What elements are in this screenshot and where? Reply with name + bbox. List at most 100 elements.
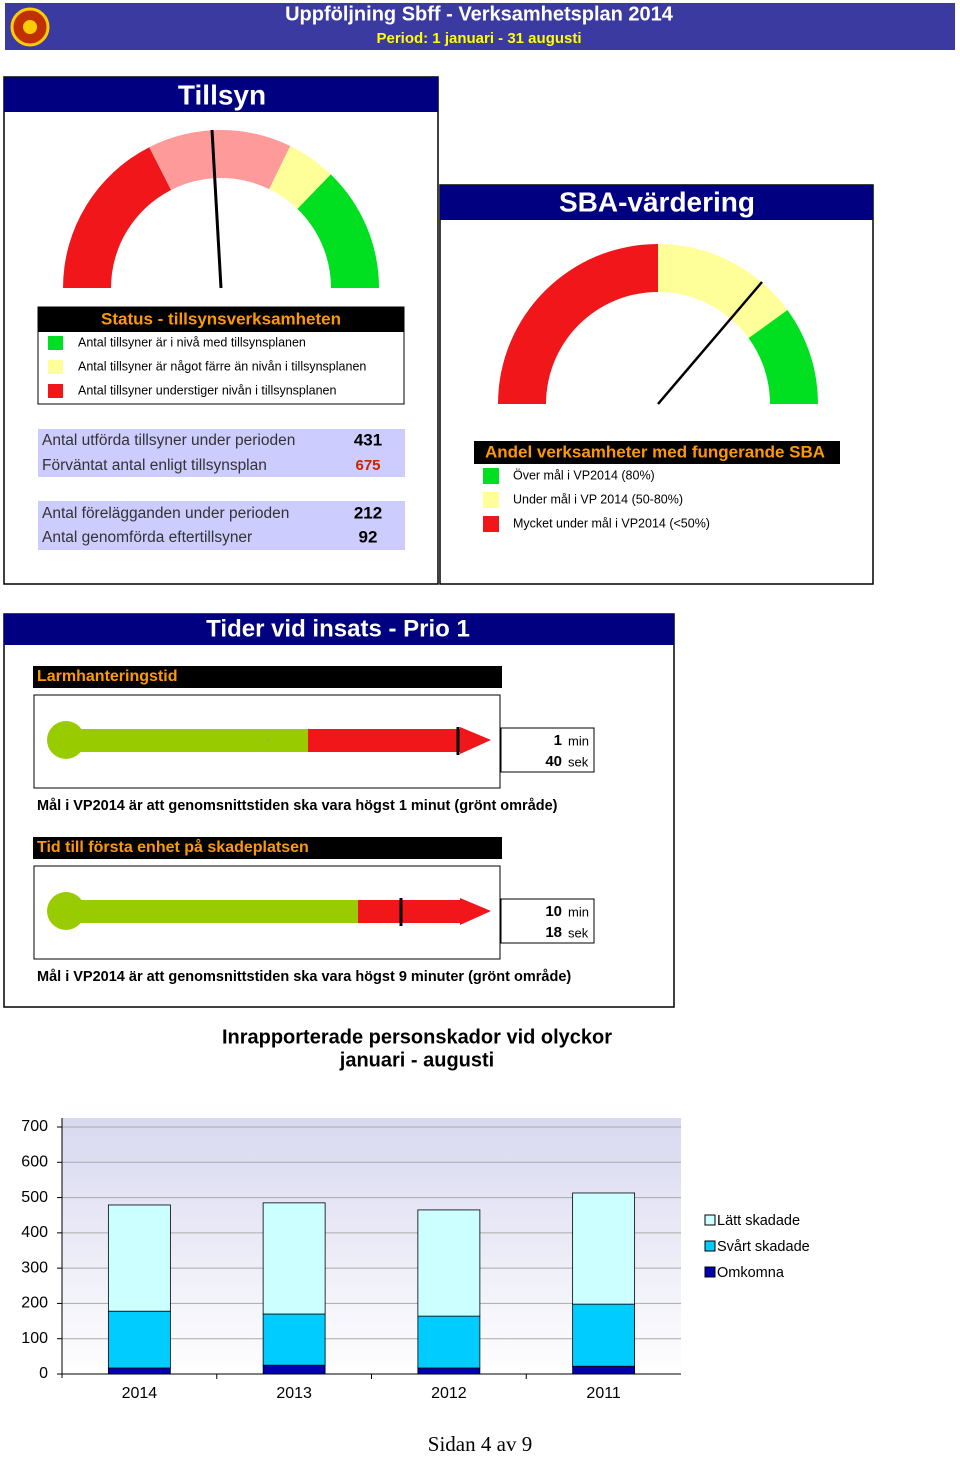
timeline-marker [399, 898, 403, 926]
stat-value: 675 [355, 457, 380, 474]
bar-segment [417, 1315, 481, 1369]
legend-text: Antal tillsyner understiger nivån i till… [78, 383, 337, 397]
legend-text: Antal tillsyner är i nivå med tillsynspl… [78, 335, 306, 349]
timeline-marker [456, 727, 460, 755]
bar-segment [262, 1202, 326, 1315]
legend-swatch [483, 516, 499, 532]
panel-title: SBA-värdering [559, 186, 755, 217]
stat-label: Antal genomförda eftertillsyner [42, 529, 252, 546]
legend-swatch [48, 336, 63, 350]
header-period: Period: 1 januari - 31 augusti [376, 30, 581, 47]
legend-title-bar [38, 307, 404, 332]
gauge-segment [297, 174, 379, 288]
time-sec-unit: sek [568, 925, 589, 940]
legend-swatch [483, 468, 499, 484]
chart-subtitle: januari - augusti [339, 1049, 494, 1071]
time-sec-unit: sek [568, 754, 589, 769]
legend-text: Svårt skadade [717, 1239, 810, 1255]
heading: Larmhanteringstid [37, 668, 177, 685]
time-min-unit: min [568, 733, 589, 748]
x-tick-label: 2011 [586, 1385, 621, 1402]
timeline-red [308, 729, 460, 752]
stats-bg [38, 501, 405, 550]
panel-title: Tider vid insats - Prio 1 [206, 615, 470, 642]
bar-segment [572, 1365, 636, 1375]
chart-title: Inrapporterade personskador vid olyckor [222, 1026, 612, 1048]
bar-segment [107, 1310, 171, 1369]
stat-label: Förväntat antal enligt tillsynsplan [42, 457, 267, 474]
stat-value: 92 [359, 527, 378, 546]
bar-segment [417, 1367, 481, 1375]
legend-swatch [48, 384, 63, 398]
timeline-arrow [460, 727, 491, 754]
bar-segment [262, 1364, 326, 1375]
gauge-needle [210, 129, 223, 289]
y-tick-label: 300 [21, 1259, 48, 1276]
y-tick-label: 400 [21, 1224, 48, 1241]
legend-title-bar [474, 441, 840, 464]
panel-title-bar [4, 614, 674, 645]
goal-text: Mål i VP2014 är att genomsnittstiden ska… [37, 969, 571, 985]
gauge-segment [498, 244, 658, 404]
legend-text: Antal tillsyner är något färre än nivån … [78, 359, 366, 373]
legend-text: Mycket under mål i VP2014 (<50%) [513, 516, 710, 530]
stat-value: 431 [354, 430, 382, 449]
header-title: Uppföljning Sbff - Verksamhetsplan 2014 [285, 3, 674, 25]
x-tick-label: 2013 [276, 1385, 312, 1402]
legend-text: Omkomna [717, 1265, 785, 1281]
legend-text: Lätt skadade [717, 1213, 800, 1229]
legend-title: Status - tillsynsverksamheten [101, 309, 341, 328]
bar-segment [417, 1209, 481, 1317]
time-minutes: 10 [545, 903, 562, 920]
stat-value: 212 [354, 503, 382, 522]
logo-center [23, 20, 37, 34]
y-tick-label: 700 [21, 1118, 48, 1135]
y-tick-label: 0 [39, 1365, 48, 1382]
legend-swatch [48, 360, 63, 374]
goal-text: Mål i VP2014 är att genomsnittstiden ska… [37, 798, 558, 814]
time-min-unit: min [568, 904, 589, 919]
bar-segment [262, 1313, 326, 1366]
legend-text: Över mål i VP2014 (80%) [513, 468, 655, 482]
bar-segment [107, 1367, 171, 1375]
y-tick-label: 500 [21, 1189, 48, 1206]
page-number: Sidan 4 av 9 [428, 1432, 532, 1456]
legend-text: Under mål i VP 2014 (50-80%) [513, 492, 683, 506]
bar-segment [107, 1204, 171, 1312]
legend-swatch [483, 492, 499, 508]
stat-label: Antal förelägganden under perioden [42, 505, 289, 522]
panel-title-bar [440, 185, 873, 220]
timeline-green [66, 900, 358, 923]
timeline-arrow [460, 898, 491, 925]
y-tick-label: 600 [21, 1154, 48, 1171]
time-box [500, 727, 595, 773]
gauge-segment [658, 244, 788, 339]
bar-segment [572, 1192, 636, 1305]
legend-swatch [704, 1240, 716, 1252]
stat-label: Antal utförda tillsyner under perioden [42, 432, 295, 449]
heading-bar [33, 837, 502, 859]
gauge-segment [63, 147, 172, 288]
x-tick-label: 2012 [431, 1385, 467, 1402]
gauge-segment [149, 130, 291, 190]
legend-swatch [704, 1266, 716, 1278]
time-minutes: 1 [554, 732, 562, 749]
time-seconds: 40 [545, 753, 562, 770]
x-tick-label: 2014 [122, 1385, 158, 1402]
gauge-segment [269, 145, 331, 209]
gauge-needle [657, 281, 763, 405]
time-seconds: 18 [545, 924, 562, 941]
legend-swatch [704, 1214, 716, 1226]
header-bar [5, 3, 955, 50]
legend-title: Andel verksamheter med fungerande SBA [485, 442, 825, 461]
timeline-marker-label: - [266, 732, 270, 746]
timeline-red [358, 900, 460, 923]
panel-title-bar [4, 77, 438, 112]
bar-segment [572, 1303, 636, 1367]
y-tick-label: 100 [21, 1330, 48, 1347]
heading: Tid till första enhet på skadeplatsen [37, 838, 309, 856]
y-tick-label: 200 [21, 1295, 48, 1312]
timeline-green [66, 729, 308, 752]
